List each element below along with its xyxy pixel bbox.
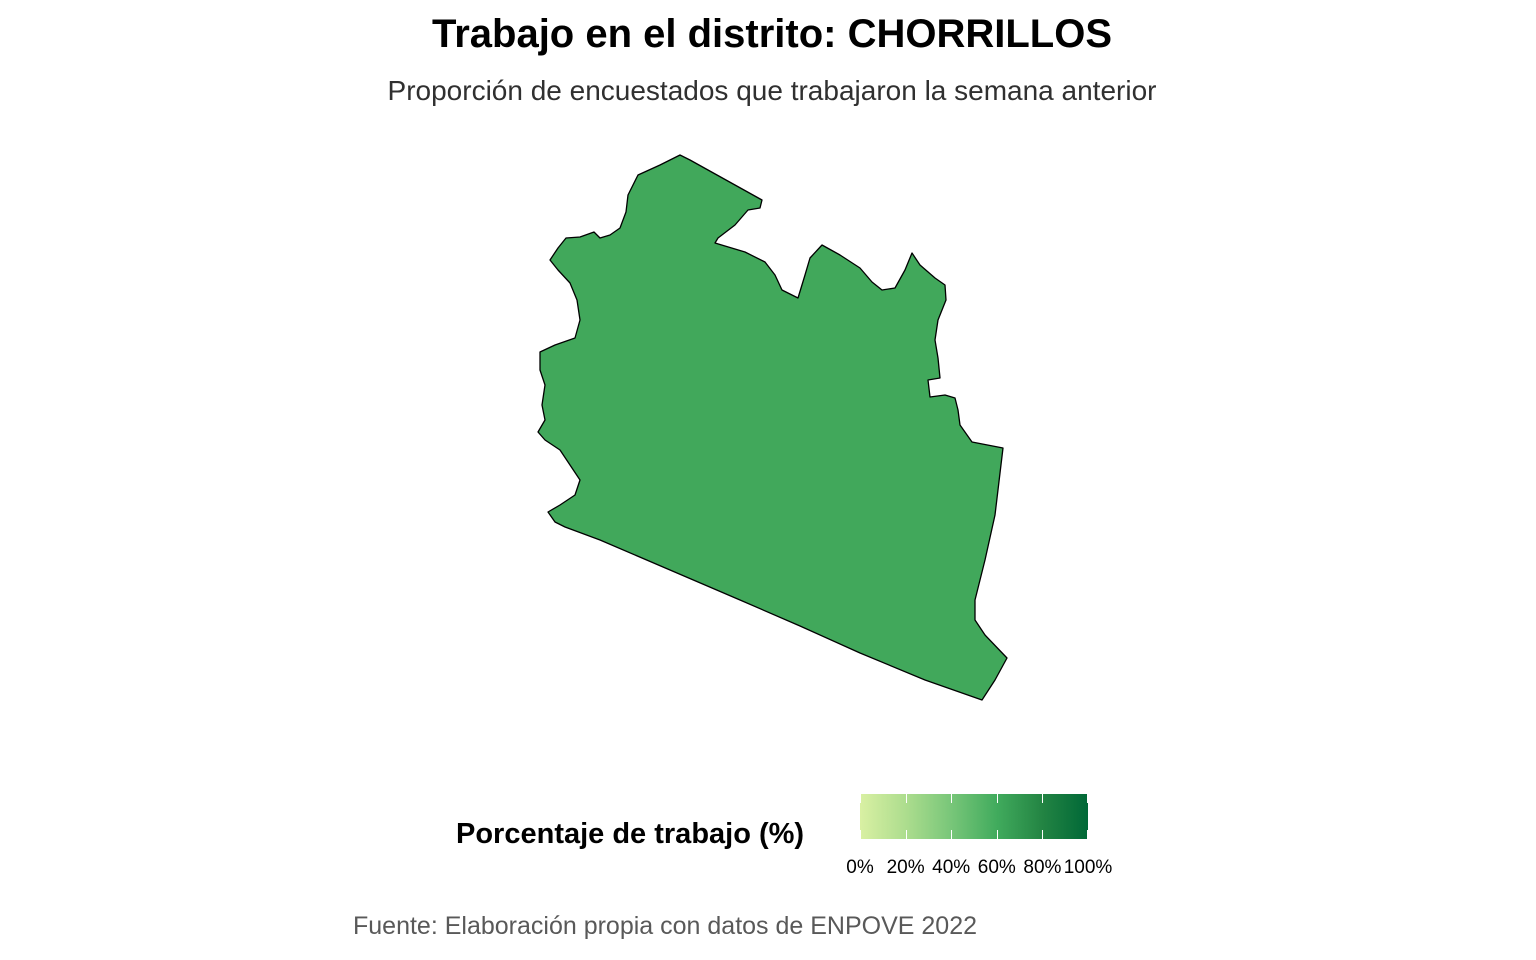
legend-tick-label: 100% [1063,857,1113,878]
legend-tick-mark [951,794,953,803]
legend-tick-mark [1042,794,1044,803]
source-caption: Fuente: Elaboración propia con datos de … [353,912,978,940]
legend-tick-mark [1087,794,1088,803]
legend-tick-mark [860,794,861,803]
legend-tick-mark [1087,830,1088,839]
legend-title: Porcentaje de trabajo (%) [456,818,805,850]
map-title: Trabajo en el distrito: CHORRILLOS [431,12,1113,56]
legend-tick-label: 20% [886,857,925,878]
legend-tick-mark [860,830,861,839]
legend-tick-mark [951,830,953,839]
legend-tick-label: 40% [932,857,971,878]
legend-tick-label: 80% [1023,857,1062,878]
district-polygon-chorrillos[interactable] [537,154,1008,701]
map-subtitle: Proporción de encuestados que trabajaron… [387,75,1157,106]
legend-tick-mark [905,794,907,803]
legend-colorbar [860,794,1088,839]
legend-tick-mark [996,794,998,803]
legend-tick-label: 0% [846,857,874,878]
legend-tick-label: 60% [977,857,1016,878]
legend-tick-mark [996,830,998,839]
legend-tick-mark [905,830,907,839]
legend-tick-mark [1042,830,1044,839]
